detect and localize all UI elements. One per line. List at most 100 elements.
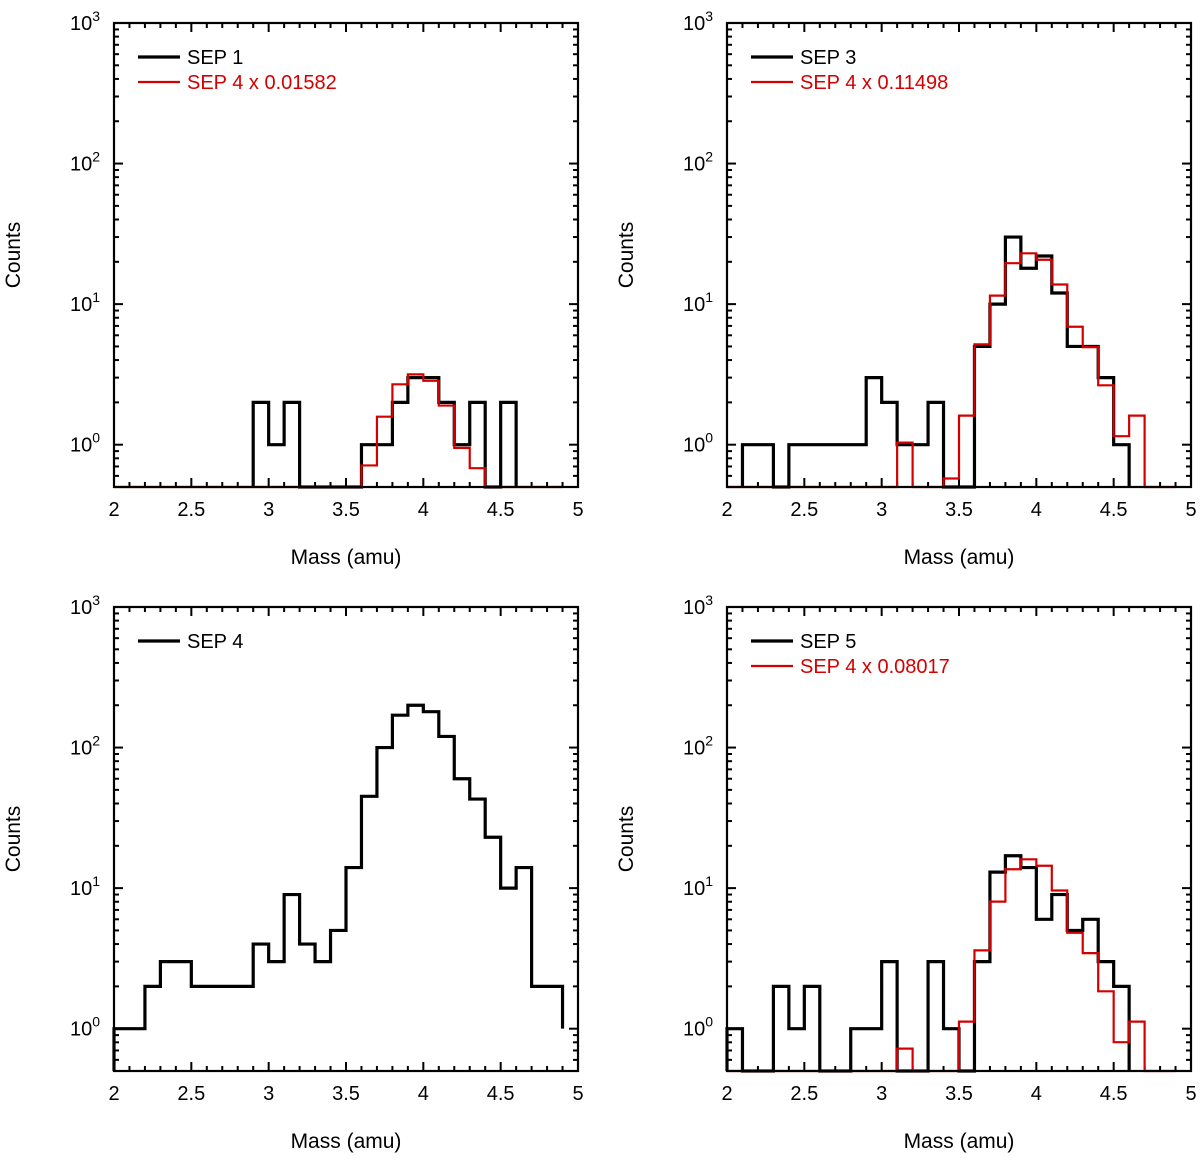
y-tick-exponent: 0: [705, 430, 713, 446]
y-tick-exponent: 3: [92, 592, 100, 608]
y-tick-base: 10: [683, 154, 705, 176]
y-tick-exponent: 3: [92, 8, 100, 24]
y-tick-label: 100: [683, 430, 713, 457]
x-tick-label: 2: [721, 499, 732, 521]
y-tick-label: 100: [70, 1014, 100, 1041]
x-tick-label: 3: [876, 499, 887, 521]
y-axis-title: Counts: [2, 222, 25, 289]
histogram-sep-5: [725, 854, 1131, 1073]
x-tick-label: 3.5: [945, 499, 973, 521]
y-tick-exponent: 3: [705, 8, 713, 24]
y-axis-title: Counts: [2, 806, 25, 873]
x-tick-label: 3.5: [332, 499, 360, 521]
y-tick-base: 10: [70, 738, 92, 760]
y-tick-exponent: 2: [705, 149, 713, 165]
x-tick-label: 4.5: [1100, 1083, 1128, 1105]
y-tick-base: 10: [70, 435, 92, 457]
y-tick-exponent: 0: [92, 430, 100, 446]
x-axis-title: Mass (amu): [904, 1130, 1015, 1153]
x-tick-label: 5: [572, 1083, 583, 1105]
x-tick-label: 5: [1185, 499, 1196, 521]
y-tick-base: 10: [683, 1019, 705, 1041]
x-tick-label: 4.5: [487, 1083, 515, 1105]
y-tick-base: 10: [683, 597, 705, 619]
histogram-sep-4: [112, 703, 565, 1071]
y-tick-exponent: 0: [92, 1014, 100, 1030]
plot-frame: [725, 21, 1193, 489]
histogram-sep-4-x-0-08017: [727, 858, 1176, 1073]
y-tick-base: 10: [70, 154, 92, 176]
y-tick-exponent: 1: [92, 873, 100, 889]
plot-frame: [725, 605, 1193, 1073]
y-tick-base: 10: [70, 597, 92, 619]
legend-label: SEP 4: [187, 631, 243, 653]
y-tick-label: 101: [683, 289, 713, 316]
x-tick-label: 3: [263, 1083, 274, 1105]
x-tick-label: 4.5: [487, 499, 515, 521]
y-tick-label: 101: [683, 873, 713, 900]
plot-frame: [112, 605, 580, 1073]
y-axis-title: Counts: [615, 222, 638, 289]
y-tick-base: 10: [70, 13, 92, 35]
x-tick-label: 2.5: [177, 499, 205, 521]
y-tick-base: 10: [70, 878, 92, 900]
x-tick-label: 3.5: [945, 1083, 973, 1105]
legend-label: SEP 4 x 0.01582: [187, 72, 337, 94]
histogram-sep-3: [740, 235, 1131, 489]
y-tick-exponent: 2: [92, 149, 100, 165]
legend-label: SEP 4 x 0.08017: [800, 656, 950, 678]
x-tick-label: 2.5: [177, 1083, 205, 1105]
y-tick-base: 10: [683, 738, 705, 760]
y-tick-exponent: 2: [92, 733, 100, 749]
x-tick-label: 3.5: [332, 1083, 360, 1105]
x-tick-label: 4: [418, 1083, 429, 1105]
legend-label: SEP 4 x 0.11498: [800, 72, 948, 94]
y-tick-exponent: 2: [705, 733, 713, 749]
histogram-sep-4-x-0-01582: [114, 373, 563, 489]
x-axis-title: Mass (amu): [291, 1130, 402, 1153]
y-tick-label: 101: [70, 289, 100, 316]
y-tick-base: 10: [683, 878, 705, 900]
x-tick-label: 2.5: [790, 1083, 818, 1105]
x-tick-label: 5: [1185, 1083, 1196, 1105]
x-tick-label: 5: [572, 499, 583, 521]
y-axis-title: Counts: [615, 806, 638, 873]
y-tick-base: 10: [70, 1019, 92, 1041]
x-axis-title: Mass (amu): [291, 546, 402, 569]
x-tick-label: 2: [108, 1083, 119, 1105]
y-tick-label: 100: [683, 1014, 713, 1041]
y-tick-base: 10: [70, 294, 92, 316]
y-tick-label: 103: [70, 8, 100, 35]
x-tick-label: 3: [263, 499, 274, 521]
y-tick-base: 10: [683, 435, 705, 457]
plot-frame: [112, 21, 580, 489]
x-tick-label: 3: [876, 1083, 887, 1105]
x-tick-label: 4: [1031, 1083, 1042, 1105]
y-tick-label: 102: [683, 733, 713, 760]
y-tick-label: 103: [70, 592, 100, 619]
legend-label: SEP 5: [800, 631, 856, 653]
x-tick-label: 2.5: [790, 499, 818, 521]
x-tick-label: 4: [1031, 499, 1042, 521]
y-tick-label: 100: [70, 430, 100, 457]
x-tick-label: 2: [721, 1083, 732, 1105]
legend-label: SEP 1: [187, 47, 243, 69]
y-tick-exponent: 1: [92, 289, 100, 305]
y-tick-label: 101: [70, 873, 100, 900]
legend-label: SEP 3: [800, 47, 856, 69]
y-tick-exponent: 1: [705, 289, 713, 305]
x-tick-label: 4.5: [1100, 499, 1128, 521]
y-tick-label: 103: [683, 592, 713, 619]
y-tick-base: 10: [683, 294, 705, 316]
y-tick-label: 102: [70, 733, 100, 760]
y-tick-label: 102: [70, 149, 100, 176]
x-tick-label: 4: [418, 499, 429, 521]
y-tick-exponent: 0: [705, 1014, 713, 1030]
y-tick-exponent: 3: [705, 592, 713, 608]
y-tick-exponent: 1: [705, 873, 713, 889]
y-tick-label: 102: [683, 149, 713, 176]
